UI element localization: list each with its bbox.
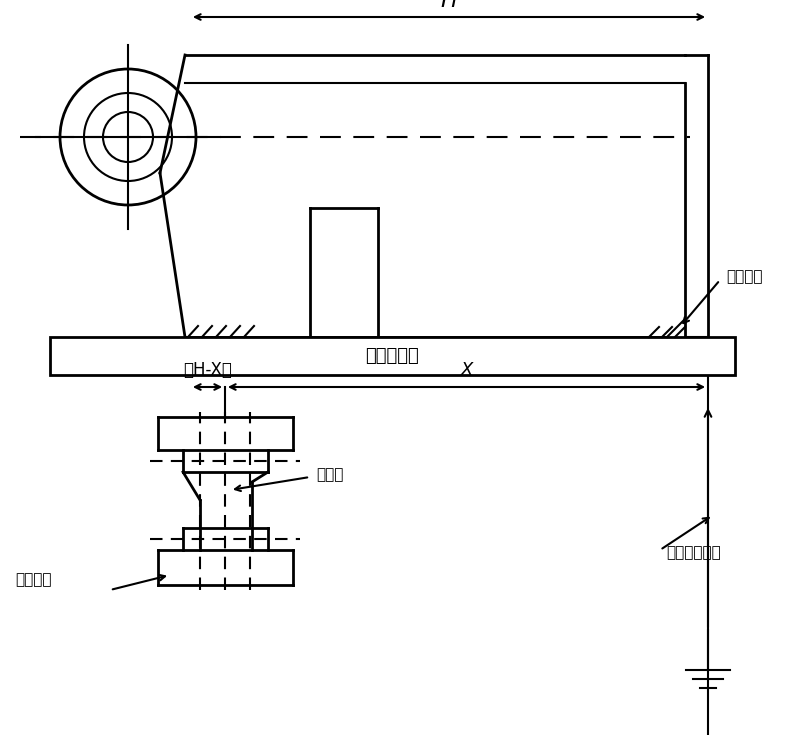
Text: 法兰平面: 法兰平面: [726, 270, 762, 284]
Text: 机床工作台: 机床工作台: [366, 347, 419, 365]
Text: 机床主轴方向: 机床主轴方向: [666, 545, 721, 561]
Text: （H-X）: （H-X）: [183, 361, 232, 379]
Text: X: X: [460, 361, 473, 379]
Text: 孔轴向: 孔轴向: [316, 467, 343, 482]
Text: 待加工孔: 待加工孔: [15, 573, 51, 587]
Bar: [50, 337, 735, 375]
Text: H: H: [441, 0, 458, 11]
